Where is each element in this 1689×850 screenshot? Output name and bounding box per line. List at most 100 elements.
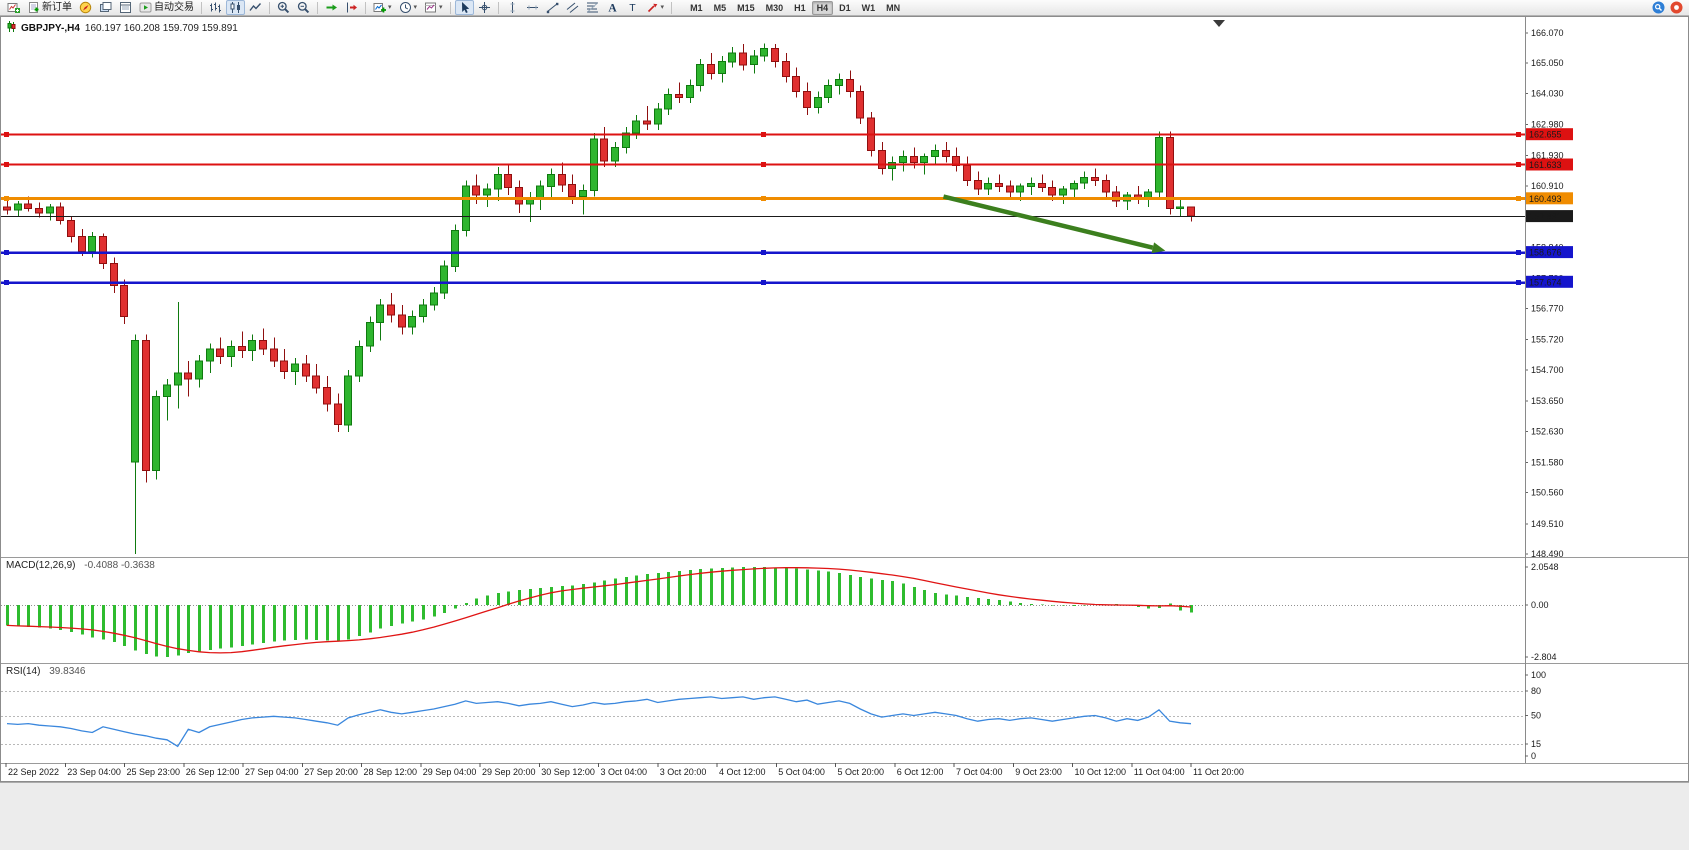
svg-text:3 Oct 04:00: 3 Oct 04:00 <box>601 767 648 777</box>
timeframe-h1-button[interactable]: H1 <box>794 2 806 13</box>
svg-text:7 Oct 04:00: 7 Oct 04:00 <box>956 767 1003 777</box>
level-line-161.633[interactable] <box>1 162 1525 167</box>
label-button[interactable]: T <box>623 0 642 15</box>
clock-icon <box>399 1 412 14</box>
svg-text:153.650: 153.650 <box>1531 396 1564 406</box>
toolbar-separator <box>497 1 499 14</box>
trendline-button[interactable] <box>543 0 562 15</box>
svg-text:11 Oct 20:00: 11 Oct 20:00 <box>1193 767 1244 777</box>
new-chart-button[interactable] <box>4 0 23 15</box>
trend-arrow-annotation[interactable] <box>942 194 1166 254</box>
svg-text:160.493: 160.493 <box>1529 194 1562 204</box>
level-line-160.493[interactable] <box>1 196 1525 201</box>
chart-canvas[interactable]: 166.070 165.050 164.030 162.980 161.930 160.9… <box>1 17 1688 781</box>
indicators-button[interactable]: ▾ <box>370 0 395 15</box>
chart-window: 166.070 165.050 164.030 162.980 161.930 160.9… <box>0 16 1689 782</box>
autotrading-button[interactable]: 自动交易 <box>136 0 197 15</box>
line-icon <box>249 1 262 14</box>
level-line-157.674[interactable] <box>1 280 1525 285</box>
bar-chart-button[interactable] <box>206 0 225 15</box>
timeframe-m1-button[interactable]: M1 <box>690 2 703 13</box>
line-chart-button[interactable] <box>246 0 265 15</box>
macd-label: MACD(12,26,9) <box>6 560 76 571</box>
new-order-button[interactable]: 新订单 <box>24 0 75 15</box>
svg-text:4 Oct 12:00: 4 Oct 12:00 <box>719 767 766 777</box>
toolbar-separator <box>671 1 673 14</box>
timeframe-m5-button[interactable]: M5 <box>713 2 727 13</box>
crosshair-icon <box>478 1 491 14</box>
profiles-button[interactable] <box>96 0 115 15</box>
periods-button[interactable]: ▾ <box>396 0 421 15</box>
chart-shift-button[interactable] <box>342 0 361 15</box>
rsi-label: RSI(14) <box>6 666 41 677</box>
level-line-162.655[interactable] <box>1 132 1525 137</box>
data-window-button[interactable] <box>116 0 135 15</box>
text-button[interactable]: A <box>603 0 622 15</box>
svg-text:26 Sep 12:00: 26 Sep 12:00 <box>186 767 240 777</box>
svg-text:5 Oct 20:00: 5 Oct 20:00 <box>838 767 885 777</box>
svg-text:158.676: 158.676 <box>1529 248 1562 258</box>
zoom-out-button[interactable] <box>294 0 313 15</box>
candlestick-chart-button[interactable] <box>226 0 245 15</box>
caret-down-icon: ▾ <box>388 4 392 11</box>
svg-text:30 Sep 12:00: 30 Sep 12:00 <box>541 767 595 777</box>
timeframe-m15-button[interactable]: M15 <box>737 2 755 13</box>
templates-button[interactable]: ▾ <box>421 0 446 15</box>
svg-text:27 Sep 20:00: 27 Sep 20:00 <box>304 767 358 777</box>
chart-shift-marker[interactable] <box>1213 20 1225 27</box>
compass-icon <box>79 1 92 14</box>
status-area <box>0 782 1689 850</box>
chart-symbol-period: GBPJPY-,H4 <box>21 22 80 34</box>
timeframe-h4-button[interactable]: H4 <box>811 0 834 15</box>
cursor-button[interactable] <box>454 0 474 15</box>
svg-text:159.891: 159.891 <box>1529 212 1562 222</box>
fibo-icon <box>586 1 599 14</box>
zoom-in-icon <box>277 1 290 14</box>
svg-text:T: T <box>629 2 636 14</box>
chart-title: GBPJPY-,H4 160.197 160.208 159.709 159.8… <box>7 21 238 35</box>
toolbar-separator <box>201 1 202 14</box>
svg-text:157.674: 157.674 <box>1529 277 1562 287</box>
toolbar-right-group <box>1652 0 1685 16</box>
svg-text:151.580: 151.580 <box>1531 457 1564 467</box>
svg-text:155.720: 155.720 <box>1531 335 1564 345</box>
toolbar-separator <box>317 1 318 14</box>
svg-text:0: 0 <box>1531 751 1536 761</box>
svg-text:50: 50 <box>1531 711 1541 721</box>
level-line-158.676[interactable] <box>1 250 1525 255</box>
channel-button[interactable] <box>563 0 582 15</box>
arrows-icon <box>646 1 659 14</box>
timeframe-d1-button[interactable]: D1 <box>839 2 851 13</box>
time-axis[interactable]: 22 Sep 2022 23 Sep 04:00 25 Sep 23:00 26 Se… <box>5 763 1244 777</box>
svg-text:11 Oct 04:00: 11 Oct 04:00 <box>1134 767 1185 777</box>
vertical-line-button[interactable] <box>503 0 522 15</box>
svg-text:149.510: 149.510 <box>1531 519 1564 529</box>
fibonacci-button[interactable] <box>583 0 602 15</box>
svg-text:100: 100 <box>1531 670 1546 680</box>
auto-scroll-button[interactable] <box>322 0 341 15</box>
price-axis[interactable]: 166.070 165.050 164.030 162.980 161.930 160.9… <box>1525 28 1564 559</box>
auto-scroll-icon <box>325 1 338 14</box>
label-icon: T <box>626 1 639 14</box>
timeframe-w1-button[interactable]: W1 <box>861 2 876 13</box>
svg-text:152.630: 152.630 <box>1531 426 1564 436</box>
macd-indicator-title: MACD(12,26,9) -0.4088 -0.3638 <box>6 560 155 571</box>
toolbar-main-group: 新订单 自动交易 ▾ ▾ ▾ A T ▾ <box>4 0 675 16</box>
timeframe-m30-button[interactable]: M30 <box>765 2 784 13</box>
svg-text:27 Sep 04:00: 27 Sep 04:00 <box>245 767 299 777</box>
toolbar-separator <box>269 1 270 14</box>
macd-signal-line <box>6 567 1192 654</box>
horizontal-line-button[interactable] <box>523 0 542 15</box>
svg-text:161.633: 161.633 <box>1529 160 1562 170</box>
svg-text:6 Oct 12:00: 6 Oct 12:00 <box>897 767 944 777</box>
svg-text:25 Sep 23:00: 25 Sep 23:00 <box>127 767 181 777</box>
arrows-button[interactable]: ▾ <box>643 0 668 15</box>
search-icon[interactable] <box>1652 1 1665 14</box>
svg-text:156.770: 156.770 <box>1531 304 1564 314</box>
notifications-icon[interactable] <box>1670 1 1683 14</box>
timeframe-mn-button[interactable]: MN <box>886 2 901 13</box>
metaeditor-button[interactable] <box>76 0 95 15</box>
crosshair-button[interactable] <box>475 0 494 15</box>
zoom-in-button[interactable] <box>274 0 293 15</box>
svg-text:-2.804: -2.804 <box>1531 652 1557 662</box>
